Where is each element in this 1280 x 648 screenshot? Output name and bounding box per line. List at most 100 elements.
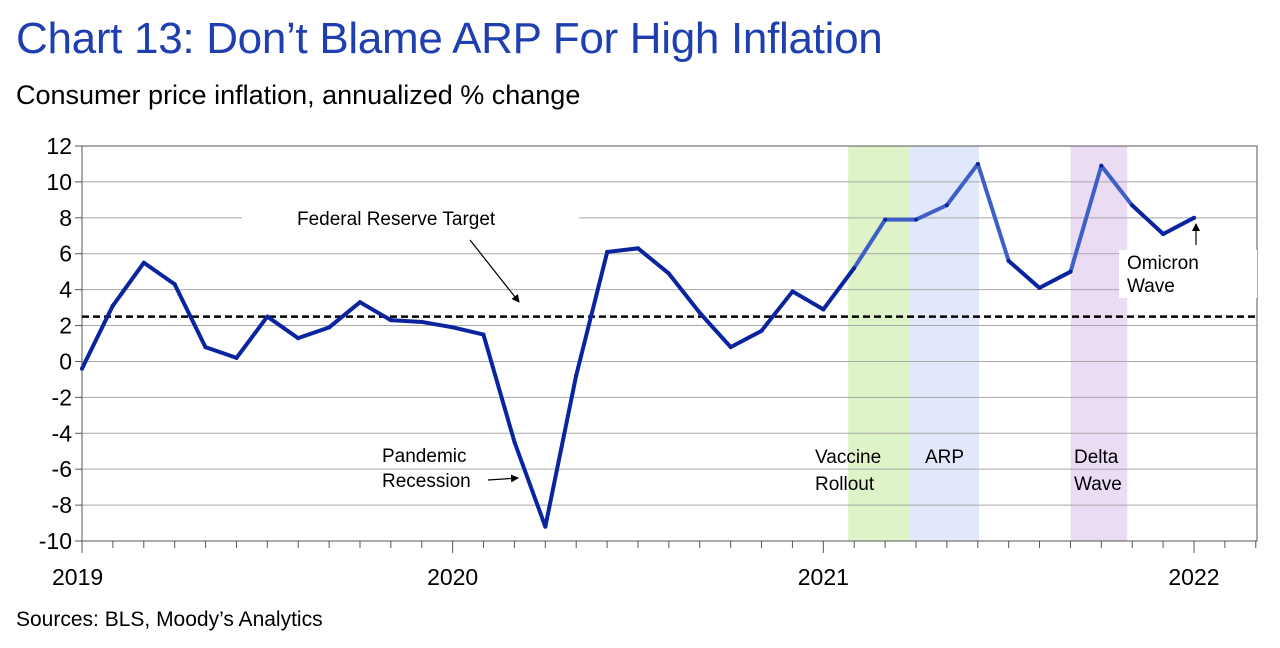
series-segment <box>481 332 517 445</box>
series-segment <box>512 440 548 529</box>
x-axis: 2019 2020 2021 2022 <box>52 541 1257 590</box>
y-tick-label: 12 <box>46 133 72 159</box>
data-point <box>203 345 208 350</box>
y-tick-label: 2 <box>59 313 72 339</box>
x-tick-label: 2020 <box>427 564 478 590</box>
series-segment <box>110 260 146 308</box>
data-point <box>357 300 362 305</box>
series-segment <box>759 289 795 333</box>
y-tick-label: -2 <box>52 384 72 410</box>
omicron-label-line2: Wave <box>1127 276 1175 297</box>
shaded-periods <box>848 146 1128 541</box>
delta-label-line1: Delta <box>1074 447 1119 468</box>
y-tick-label: -10 <box>39 528 72 554</box>
y-tick-label: 8 <box>59 205 72 231</box>
data-point <box>1006 258 1011 263</box>
delta-label-line2: Wave <box>1074 474 1122 495</box>
y-tick-label: 0 <box>59 348 72 374</box>
data-point <box>388 318 393 323</box>
series-segment <box>172 282 208 350</box>
arp-label: ARP <box>925 447 964 468</box>
series-segment <box>80 303 115 371</box>
x-tick-label: 2019 <box>52 564 103 590</box>
series-segment <box>234 314 270 360</box>
series-segment <box>203 345 239 360</box>
inflation-series <box>80 161 1196 529</box>
pandemic-label-line2: Recession <box>382 471 471 492</box>
fed-target-label-bg <box>242 204 579 232</box>
data-point <box>635 246 640 251</box>
data-point <box>1099 163 1104 168</box>
chart-subtitle: Consumer price inflation, annualized % c… <box>16 80 581 110</box>
data-point <box>543 524 548 529</box>
pandemic-label-line1: Pandemic <box>382 446 467 467</box>
plot-frame <box>81 145 1258 542</box>
series-segment <box>419 319 455 330</box>
y-tick-label: -6 <box>52 456 72 482</box>
chart-title: Chart 13: Don’t Blame ARP For High Infla… <box>16 14 883 63</box>
series-segment <box>821 266 857 312</box>
data-point <box>80 366 84 371</box>
data-point <box>172 282 177 287</box>
y-axis: 12 10 8 6 4 2 0 -2 -4 -6 -8 -10 <box>39 133 82 554</box>
y-tick-label: -8 <box>52 492 72 518</box>
series-segment <box>574 249 610 378</box>
data-point <box>852 266 857 271</box>
series-segment <box>265 314 301 341</box>
series-segment <box>141 260 177 287</box>
pandemic-arrow <box>487 474 519 483</box>
series-segment <box>296 325 332 341</box>
data-point <box>759 328 764 333</box>
series-segment <box>1006 258 1042 290</box>
series-segment <box>728 328 764 350</box>
series-segment <box>635 246 671 276</box>
vaccine-label-line1: Vaccine <box>815 447 881 468</box>
series-segment <box>1161 215 1196 236</box>
series-segment <box>450 325 486 337</box>
series-segment <box>388 318 424 324</box>
data-point <box>1191 215 1196 220</box>
data-point <box>574 373 579 378</box>
series-segment <box>357 300 393 323</box>
data-point <box>512 440 517 445</box>
data-point <box>1037 285 1042 290</box>
series-segment <box>852 217 888 271</box>
series-segment <box>605 246 640 254</box>
x-tick-label: 2022 <box>1168 564 1219 590</box>
data-point <box>975 161 980 166</box>
fed-target-arrow <box>469 239 520 303</box>
data-point <box>1068 269 1073 274</box>
data-point <box>481 332 486 337</box>
series-segment <box>1068 163 1104 274</box>
data-point <box>913 217 918 222</box>
y-tick-label: -4 <box>52 420 73 446</box>
series-segment <box>975 161 1011 263</box>
shaded-band-arp <box>909 146 980 541</box>
series-segment <box>543 373 579 529</box>
series-segment <box>913 203 949 222</box>
data-point <box>1161 231 1166 236</box>
data-point <box>728 345 733 350</box>
y-tick-label: 6 <box>59 241 72 267</box>
vaccine-label-line2: Rollout <box>815 474 875 495</box>
data-point <box>883 217 888 222</box>
data-point <box>419 319 424 324</box>
omicron-label-bg <box>1119 250 1257 298</box>
series-segment <box>944 161 980 208</box>
series-segment <box>1037 269 1073 290</box>
fed-target-label: Federal Reserve Target <box>297 209 496 230</box>
data-point <box>110 303 115 308</box>
data-point <box>821 307 826 312</box>
series-segment <box>790 289 826 312</box>
data-point <box>327 325 332 330</box>
data-point <box>697 310 702 315</box>
series-segment <box>1130 203 1166 236</box>
data-point <box>944 203 949 208</box>
y-tick-label: 4 <box>59 277 72 303</box>
series-segment <box>1099 163 1135 208</box>
series-segment <box>697 310 733 350</box>
x-tick-label: 2021 <box>798 564 849 590</box>
shaded-band-vaccine-rollout <box>848 146 910 541</box>
data-point <box>790 289 795 294</box>
